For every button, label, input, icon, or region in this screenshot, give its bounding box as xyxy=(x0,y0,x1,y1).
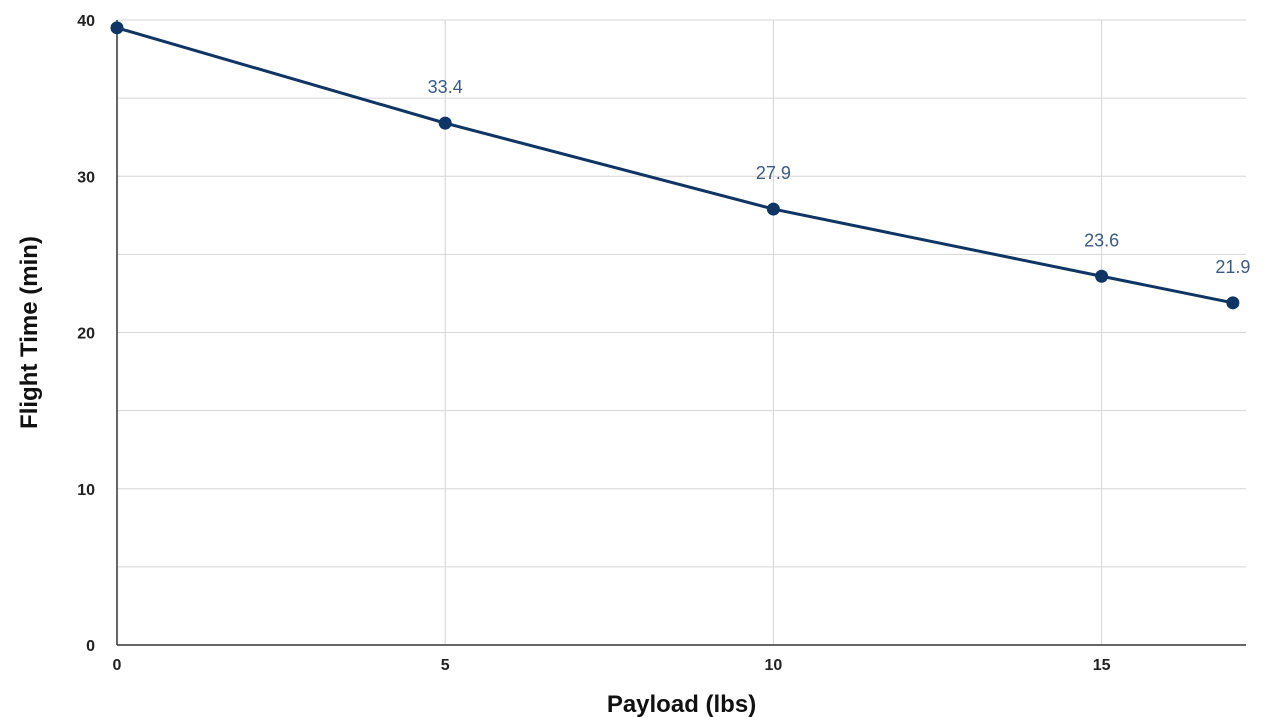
y-tick-label: 20 xyxy=(77,326,95,343)
series xyxy=(110,21,1240,310)
data-label: 21.9 xyxy=(1215,257,1250,277)
y-tick-label: 0 xyxy=(86,638,95,655)
y-tick-label: 10 xyxy=(77,482,95,499)
data-point xyxy=(1226,296,1240,310)
axes xyxy=(116,20,1246,646)
gridlines xyxy=(117,19,1246,645)
data-point xyxy=(110,21,124,35)
x-tick-label: 5 xyxy=(441,657,450,674)
y-tick-label: 30 xyxy=(77,169,95,186)
x-axis-title: Payload (lbs) xyxy=(607,691,756,717)
data-point xyxy=(1095,269,1109,283)
x-tick-label: 0 xyxy=(113,657,122,674)
data-labels: 33.4 27.9 23.6 21.9 xyxy=(428,77,1251,277)
data-point xyxy=(438,116,452,130)
data-label: 33.4 xyxy=(428,77,463,97)
x-tick-label: 15 xyxy=(1093,657,1111,674)
data-point xyxy=(766,202,780,216)
series-line xyxy=(116,26,1234,305)
data-label: 27.9 xyxy=(756,163,791,183)
x-tick-label: 10 xyxy=(764,657,782,674)
tick-labels: 0 10 20 30 40 0 5 10 15 xyxy=(77,13,1110,674)
data-label: 23.6 xyxy=(1084,230,1119,250)
y-axis-title: Flight Time (min) xyxy=(16,236,43,429)
y-tick-label: 40 xyxy=(77,13,95,30)
